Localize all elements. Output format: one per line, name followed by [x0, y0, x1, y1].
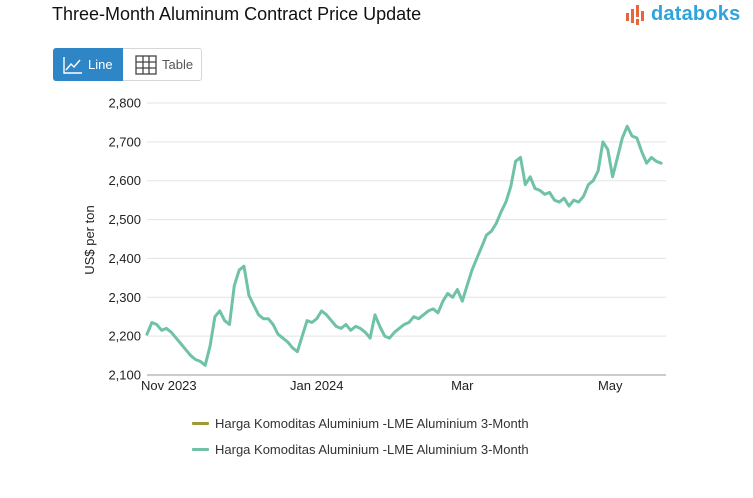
series-lines: [145, 124, 663, 367]
legend-label-2: Harga Komoditas Aluminium -LME Aluminium…: [215, 442, 529, 457]
legend-swatch-1: [192, 422, 209, 425]
table-view-label: Table: [162, 57, 194, 72]
line-view-button[interactable]: Line: [53, 48, 123, 81]
y-tick-label-2700: 2,700: [108, 134, 141, 149]
brand-name: databoks: [651, 3, 741, 25]
x-tick-label-0: Nov 2023: [141, 378, 197, 393]
legend-item-1[interactable]: Harga Komoditas Aluminium -LME Aluminium…: [192, 416, 529, 431]
x-tick-label-3: May: [598, 378, 623, 393]
x-tick-label-1: Jan 2024: [290, 378, 344, 393]
legend-item-2[interactable]: Harga Komoditas Aluminium -LME Aluminium…: [192, 442, 529, 457]
grid-lines: [147, 102, 666, 376]
x-axis-ticks: Nov 2023 Jan 2024 Mar May: [141, 378, 623, 393]
legend-label-1: Harga Komoditas Aluminium -LME Aluminium…: [215, 416, 529, 431]
y-axis-ticks: 2,100 2,200 2,300 2,400 2,500 2,600 2,700 2,800: [108, 96, 141, 383]
chart-title: Three-Month Aluminum Contract Price Upda…: [52, 4, 422, 24]
y-axis-label: US$ per ton: [82, 205, 97, 274]
view-toggle: Line Table: [53, 48, 202, 81]
table-grid-icon: [135, 54, 157, 75]
series-line-2: [145, 124, 663, 367]
y-tick-label-2800: 2,800: [108, 96, 141, 111]
x-tick-label-2: Mar: [451, 378, 474, 393]
line-view-label: Line: [88, 57, 113, 72]
y-tick-label-2500: 2,500: [108, 212, 141, 227]
y-tick-label-2200: 2,200: [108, 329, 141, 344]
table-view-button[interactable]: Table: [123, 48, 203, 81]
line-chart-icon: [63, 56, 82, 74]
databoks-logo-icon: [626, 5, 644, 25]
y-tick-label-2300: 2,300: [108, 290, 141, 305]
brand-logo: databoks: [626, 3, 748, 29]
y-tick-label-2600: 2,600: [108, 173, 141, 188]
y-tick-label-2400: 2,400: [108, 251, 141, 266]
y-tick-label-2100: 2,100: [108, 368, 141, 383]
legend-swatch-2: [192, 448, 209, 451]
line-chart: 2,100 2,200 2,300 2,400 2,500 2,600 2,700 2,800…: [82, 96, 666, 393]
